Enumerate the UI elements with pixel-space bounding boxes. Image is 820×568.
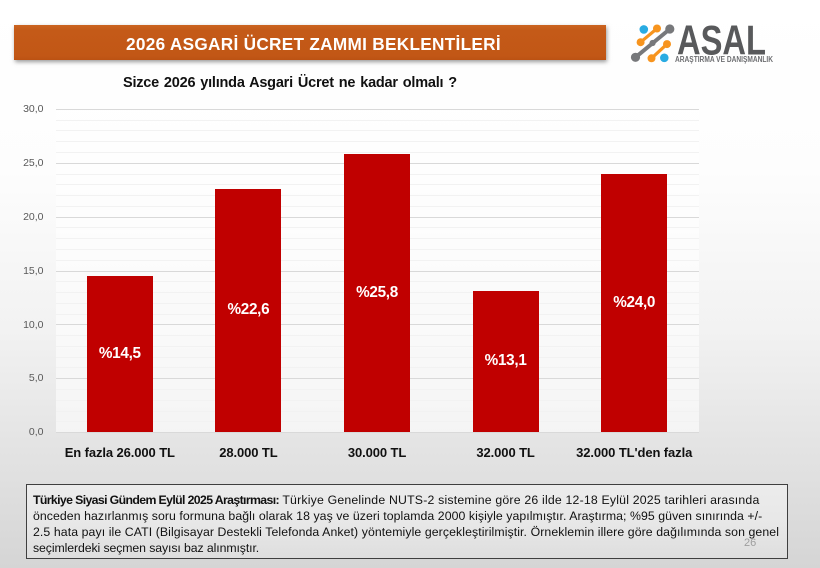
svg-text:ASAL: ASAL bbox=[677, 17, 766, 64]
svg-text:ARAŞTIRMA VE DANIŞMANLIK: ARAŞTIRMA VE DANIŞMANLIK bbox=[675, 55, 773, 64]
